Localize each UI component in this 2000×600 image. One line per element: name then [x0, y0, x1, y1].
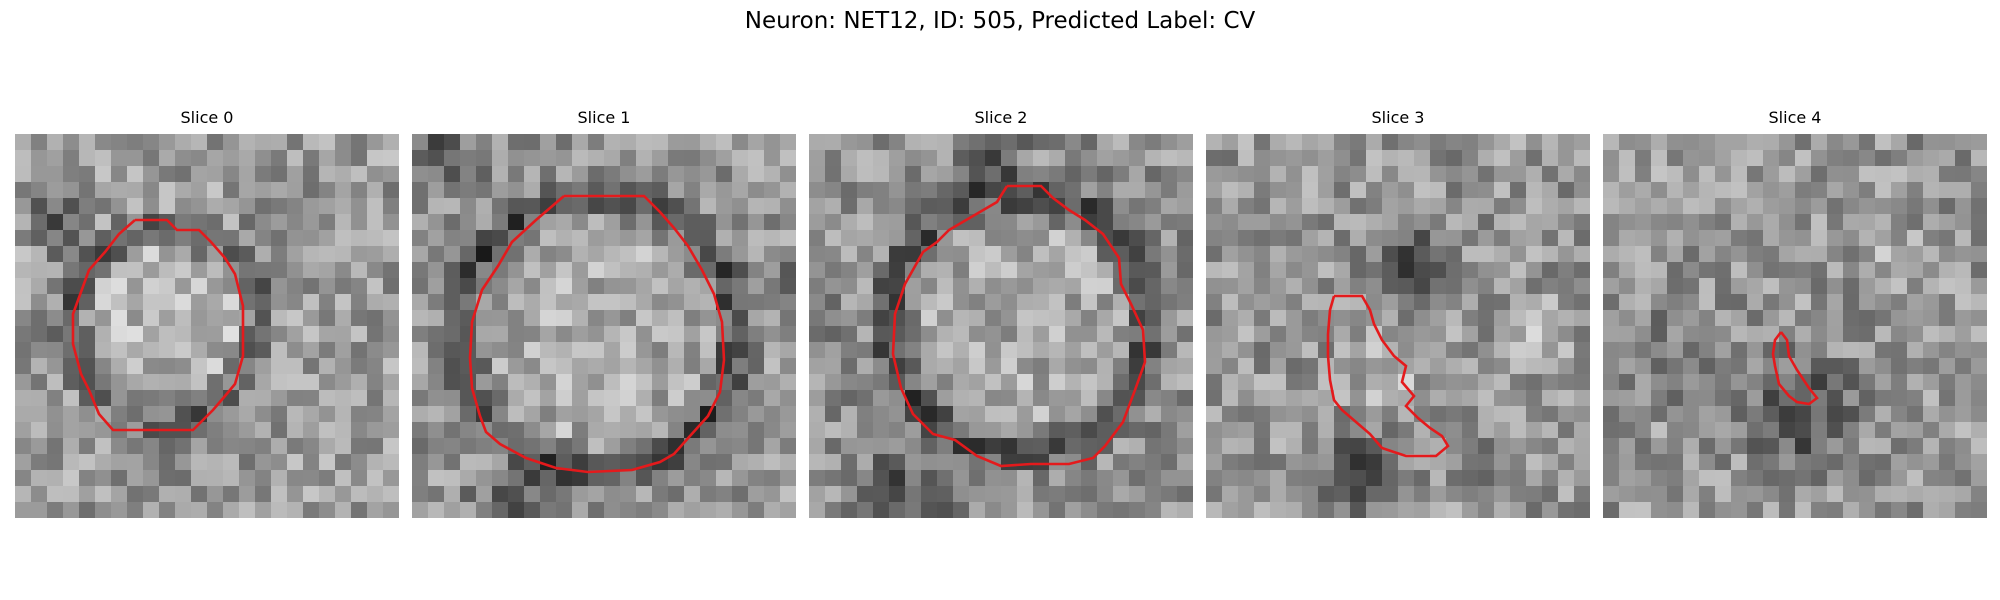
roi-contour-2 [891, 184, 1147, 468]
roi-contour-3 [1326, 294, 1450, 458]
slice-title-3: Slice 3 [1371, 108, 1425, 127]
slice-title-4: Slice 4 [1768, 108, 1822, 127]
slice-image-3 [1206, 134, 1590, 518]
roi-contour-4 [1771, 331, 1819, 406]
slice-title-1: Slice 1 [577, 108, 631, 127]
slice-title-0: Slice 0 [180, 108, 234, 127]
roi-contour-0 [71, 218, 245, 432]
slice-panel-4: Slice 4 [1603, 108, 1987, 518]
slice-panel-1: Slice 1 [412, 108, 796, 518]
slice-panel-2: Slice 2 [809, 108, 1193, 518]
slice-image-4 [1603, 134, 1987, 518]
slice-panel-3: Slice 3 [1206, 108, 1590, 518]
roi-contour-1 [468, 194, 726, 474]
slice-image-2 [809, 134, 1193, 518]
slice-image-1 [412, 134, 796, 518]
slice-title-2: Slice 2 [974, 108, 1028, 127]
slice-image-0 [15, 134, 399, 518]
figure-title: Neuron: NET12, ID: 505, Predicted Label:… [744, 8, 1256, 34]
slice-panel-0: Slice 0 [15, 108, 399, 518]
